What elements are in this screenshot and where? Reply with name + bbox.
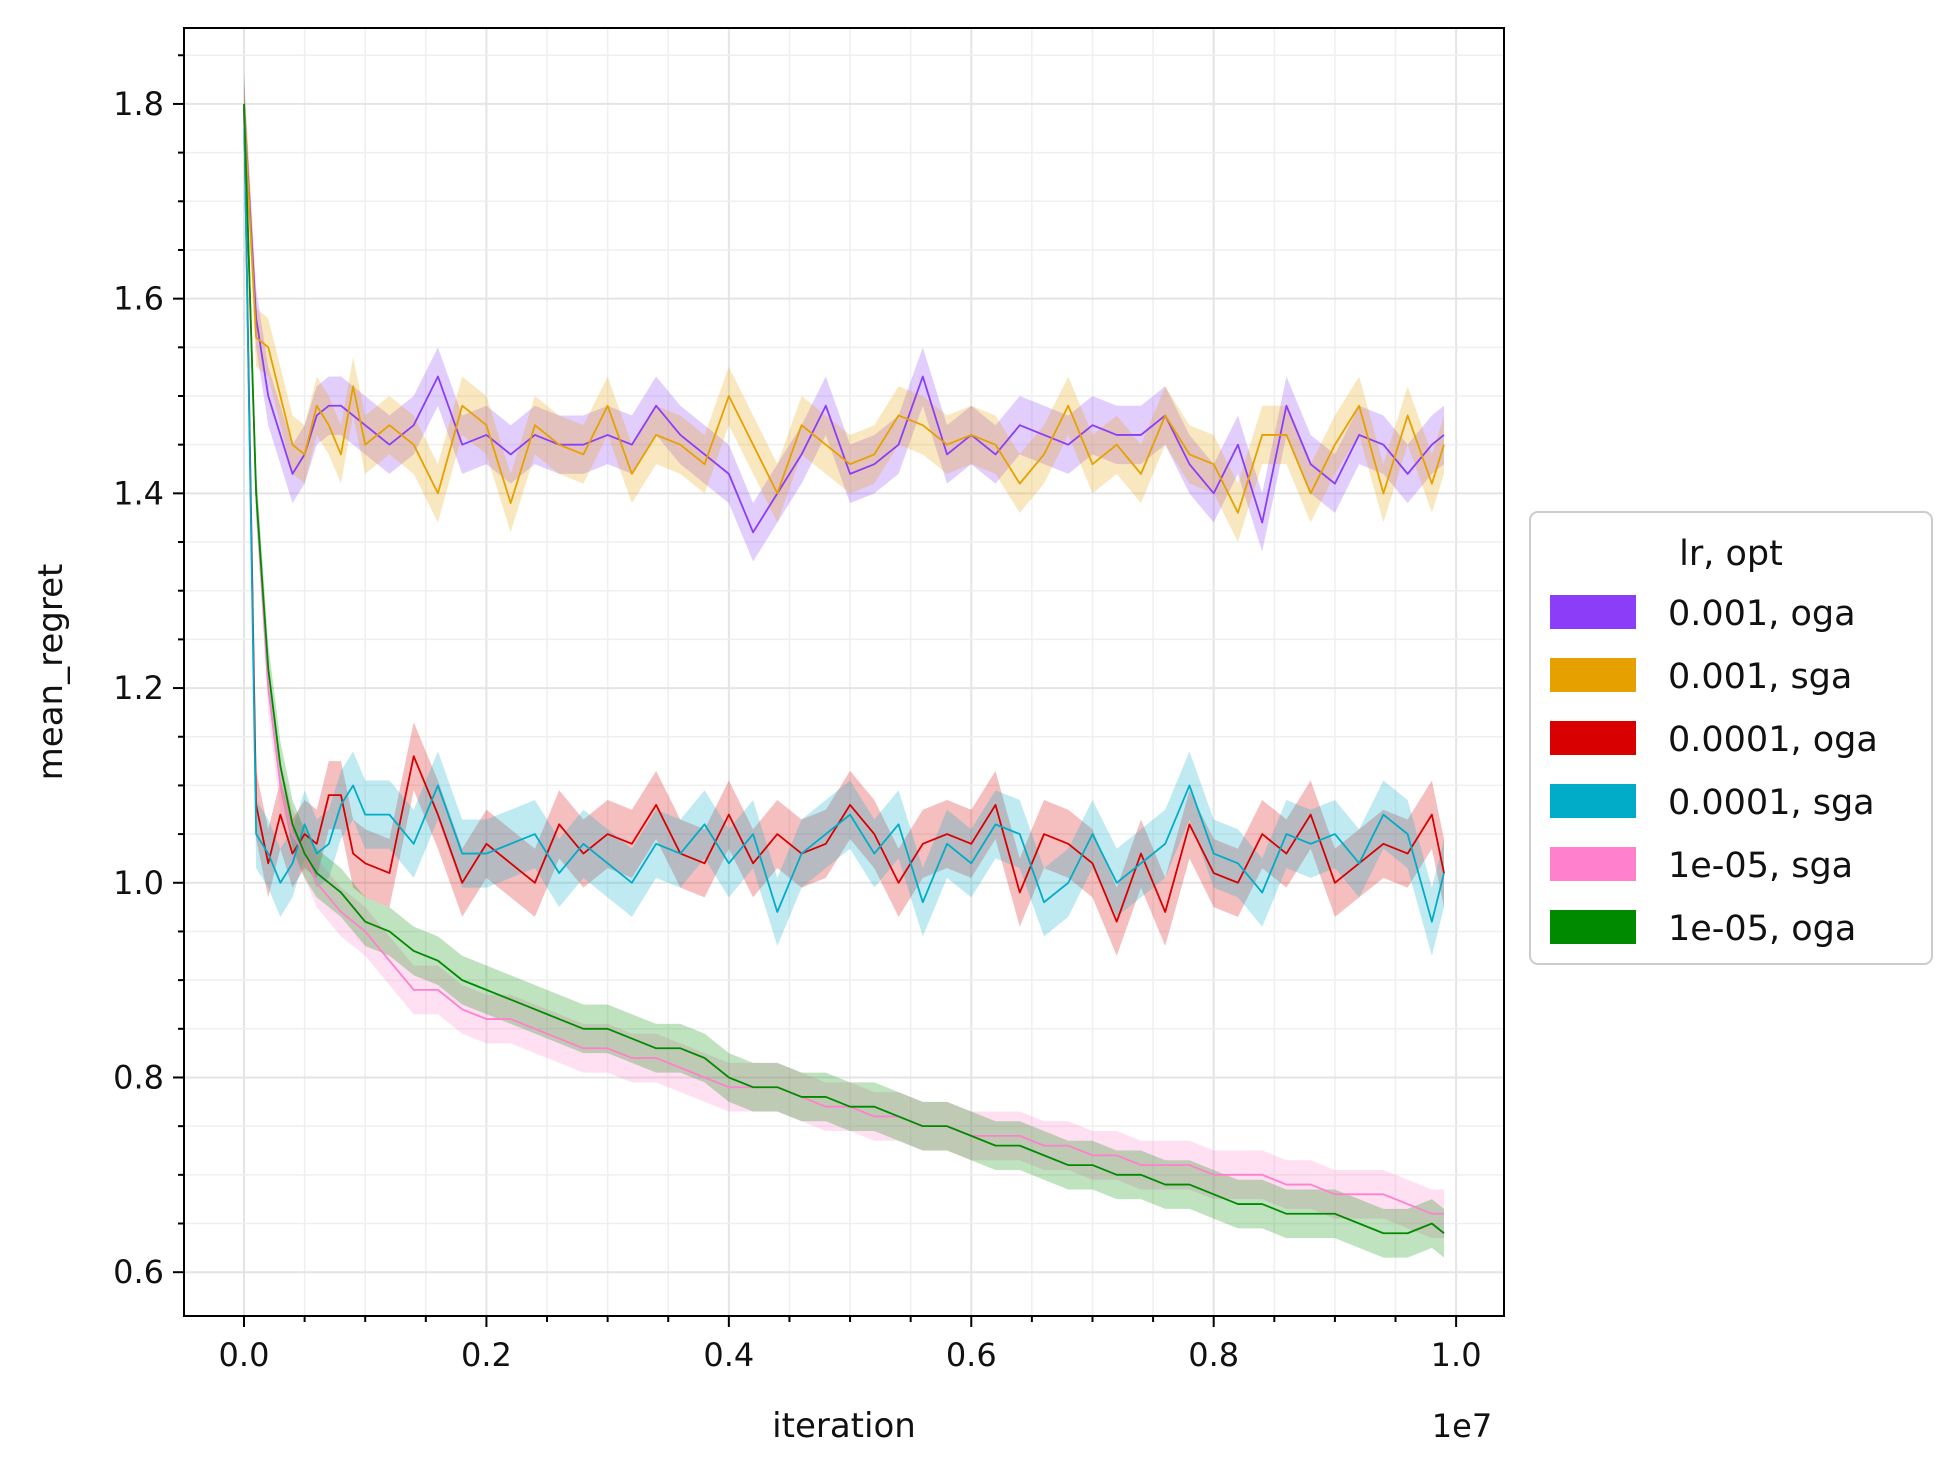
- legend-entry: 0.0001, sga: [1550, 783, 1875, 823]
- y-tick-label: 1.4: [113, 474, 164, 512]
- legend-entry: 0.0001, oga: [1550, 720, 1878, 760]
- series-line-0-001-sga: [243, 103, 1445, 514]
- legend-entries: 0.001, oga 0.001, sga 0.0001, oga 0.0001, s…: [1550, 594, 1878, 949]
- legend-entry: 0.001, oga: [1550, 594, 1856, 634]
- series-line-0-0001-sga: [243, 103, 1445, 923]
- legend-swatch: [1550, 721, 1636, 755]
- legend-entry: 1e-05, oga: [1550, 909, 1856, 949]
- band-0-001-sga: [244, 74, 1444, 543]
- x-tick-label: 0.8: [1188, 1336, 1239, 1374]
- legend-entry: 1e-05, sga: [1550, 846, 1853, 886]
- legend-swatch: [1550, 910, 1636, 944]
- legend-swatch: [1550, 658, 1636, 692]
- x-axis-offset-label: 1e7: [1432, 1407, 1492, 1445]
- y-tick-label: 0.6: [113, 1253, 164, 1291]
- y-tick-label: 1.0: [113, 864, 164, 902]
- y-axis-label: mean_regret: [31, 564, 71, 781]
- x-tick-label: 0.6: [946, 1336, 997, 1374]
- x-tick-label: 0.4: [703, 1336, 754, 1374]
- grid: [184, 28, 1504, 1316]
- series-lines: [243, 103, 1445, 1235]
- y-tick-label: 1.8: [113, 85, 164, 123]
- x-axis-label: iteration: [772, 1406, 916, 1446]
- legend-swatch: [1550, 595, 1636, 629]
- series-line-1e-05-oga: [243, 103, 1445, 1235]
- series-line-0-0001-oga: [243, 103, 1445, 923]
- legend-label: 1e-05, oga: [1668, 909, 1856, 949]
- series-line-0-001-oga: [243, 103, 1445, 534]
- y-tick-label: 1.6: [113, 280, 164, 318]
- legend-entry: 0.001, sga: [1550, 657, 1852, 697]
- band-0-0001-sga: [244, 69, 1444, 956]
- x-tick-label: 0.2: [461, 1336, 512, 1374]
- legend-label: 0.0001, oga: [1668, 720, 1878, 760]
- x-axis-ticks: 0.0 0.2 0.4 0.6 0.8 1.0: [219, 1316, 1482, 1374]
- legend-swatch: [1550, 847, 1636, 881]
- legend-title: lr, opt: [1679, 534, 1783, 574]
- band-0-001-oga: [244, 74, 1444, 562]
- legend-label: 1e-05, sga: [1668, 846, 1853, 886]
- series-line-1e-05-sga: [243, 103, 1444, 1215]
- legend-label: 0.001, oga: [1668, 594, 1856, 634]
- y-tick-label: 1.2: [113, 669, 164, 707]
- legend-label: 0.0001, sga: [1668, 783, 1875, 823]
- legend-swatch: [1550, 784, 1636, 818]
- y-tick-label: 0.8: [113, 1058, 164, 1096]
- x-tick-label: 1.0: [1431, 1336, 1482, 1374]
- band-0-0001-oga: [244, 69, 1444, 956]
- x-tick-label: 0.0: [219, 1336, 270, 1374]
- y-axis-ticks: 0.6 0.8 1.0 1.2 1.4 1.6 1.8: [113, 54, 184, 1291]
- plot-frame: [183, 27, 1505, 1317]
- confidence-bands: [244, 69, 1444, 1258]
- legend-label: 0.001, sga: [1668, 657, 1852, 697]
